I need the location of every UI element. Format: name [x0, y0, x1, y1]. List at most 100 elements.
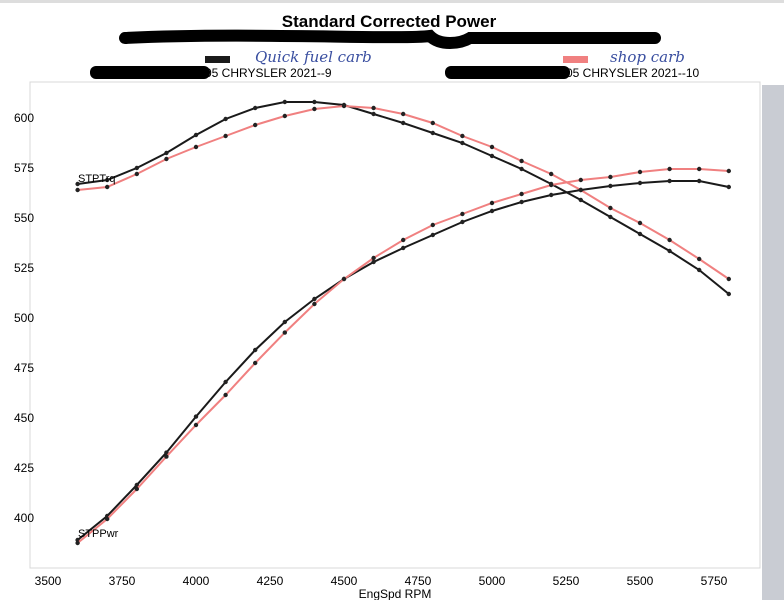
data-point [312, 106, 317, 112]
data-point [578, 177, 583, 183]
data-point [460, 219, 465, 225]
data-point [105, 516, 110, 522]
data-point [519, 191, 524, 197]
data-point [223, 116, 228, 122]
series-line [76, 168, 729, 544]
data-point [549, 182, 554, 188]
y-tick-label: 500 [14, 311, 34, 325]
data-point [341, 276, 347, 282]
legend: Quick fuel carb 05 CHRYSLER 2021--9 shop… [90, 48, 700, 80]
data-point [697, 178, 702, 184]
data-point [489, 208, 495, 214]
legend-note-2: shop carb [610, 48, 685, 66]
data-point [223, 379, 228, 385]
data-point [371, 255, 376, 261]
data-point [549, 192, 554, 198]
data-point [253, 122, 258, 128]
data-point [608, 205, 613, 211]
data-point [341, 103, 347, 109]
data-point [697, 166, 702, 172]
data-point [697, 256, 702, 262]
data-point [667, 237, 672, 243]
series-stppwr-3 [75, 166, 731, 546]
redaction-mark [90, 66, 210, 79]
data-point [697, 267, 702, 273]
data-point [164, 156, 169, 162]
data-point [489, 200, 495, 206]
y-tick-label: 575 [14, 161, 34, 175]
data-point [430, 232, 435, 238]
legend-label-1: 05 CHRYSLER 2021--9 [205, 66, 332, 80]
data-point [401, 237, 406, 243]
data-point [401, 245, 406, 251]
x-tick-label: 5000 [479, 574, 506, 588]
data-point [608, 174, 613, 180]
data-point [282, 319, 287, 325]
data-point [460, 140, 465, 146]
data-point [371, 111, 376, 117]
data-point [282, 330, 287, 335]
legend-swatch-pink [563, 56, 588, 63]
data-point [312, 301, 317, 307]
data-point [312, 99, 317, 105]
data-point [193, 414, 199, 419]
data-point [578, 197, 583, 203]
data-point [430, 222, 435, 228]
data-point [193, 144, 199, 150]
data-point [164, 150, 169, 156]
data-point [726, 276, 731, 282]
data-point [371, 105, 376, 111]
data-point [489, 144, 495, 150]
data-point [75, 181, 80, 187]
x-tick-label: 4000 [183, 574, 210, 588]
series-line [77, 101, 730, 295]
x-tick-label: 3500 [35, 574, 62, 588]
data-point [282, 113, 287, 119]
data-point [519, 166, 524, 172]
series-stptrq-0 [75, 99, 731, 297]
data-point [193, 422, 199, 428]
data-point [637, 231, 643, 237]
plot-frame [29, 81, 761, 569]
x-tick-label: 4250 [257, 574, 284, 588]
data-point [637, 180, 643, 186]
data-point [253, 105, 258, 111]
data-point [667, 248, 672, 254]
data-point [667, 178, 672, 184]
data-point [105, 184, 110, 190]
scan-edge [762, 85, 784, 600]
y-tick-label: 400 [14, 511, 34, 525]
series-line [77, 104, 730, 280]
data-point [164, 450, 169, 455]
data-point [105, 177, 110, 183]
data-point [519, 158, 524, 164]
data-point [312, 296, 317, 302]
data-point [430, 120, 435, 126]
series-line [76, 180, 729, 541]
data-point [223, 133, 228, 139]
y-tick-label: 450 [14, 411, 34, 425]
data-point [401, 111, 406, 117]
data-point [667, 166, 672, 172]
data-point [134, 482, 139, 488]
x-tick-label: 5250 [553, 574, 580, 588]
data-point [726, 184, 731, 190]
data-point [549, 171, 554, 177]
data-point [164, 454, 169, 459]
x-tick-label: 5750 [701, 574, 728, 588]
legend-note-1: Quick fuel carb [255, 48, 372, 66]
data-point [401, 120, 406, 126]
legend-swatch-black [205, 56, 230, 63]
data-point [726, 168, 731, 174]
data-point [282, 99, 287, 105]
data-point [460, 133, 465, 139]
x-tick-label: 5500 [627, 574, 654, 588]
data-point [134, 486, 139, 492]
x-tick-label: 4750 [405, 574, 432, 588]
series-stppwr-2 [75, 178, 731, 543]
data-point [134, 165, 139, 171]
redaction-mark [119, 29, 661, 49]
data-point [460, 211, 465, 217]
legend-label-2: 05 CHRYSLER 2021--10 [566, 66, 700, 80]
